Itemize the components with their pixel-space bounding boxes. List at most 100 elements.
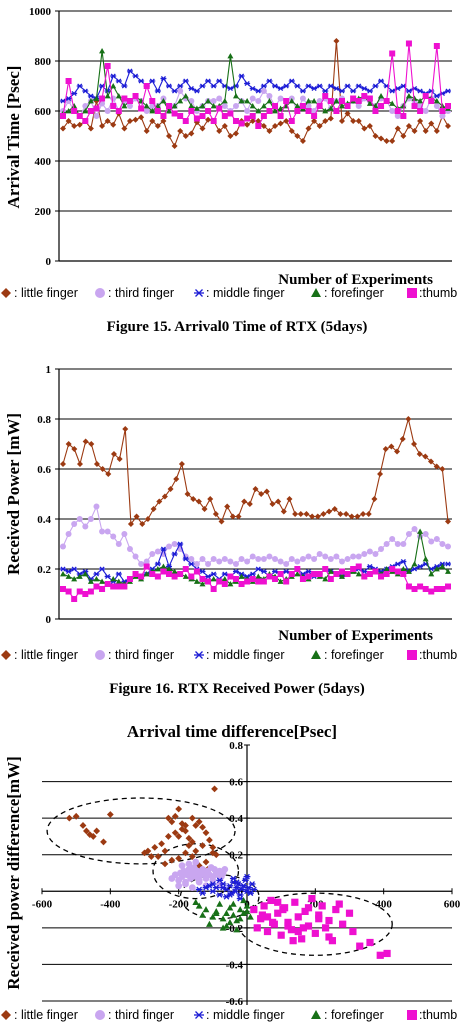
data-point (333, 553, 340, 560)
data-point (305, 568, 312, 575)
data-point (311, 929, 319, 937)
data-point (260, 123, 267, 129)
data-point (355, 553, 362, 560)
data-point (355, 118, 362, 124)
data-point (322, 88, 329, 94)
chart1-series (60, 38, 451, 149)
data-point (60, 113, 66, 119)
data-point (126, 98, 133, 104)
data-point (193, 88, 200, 94)
data-point (328, 937, 337, 945)
data-point (445, 518, 451, 525)
data-point (433, 103, 440, 109)
data-point (126, 118, 133, 124)
data-point (171, 551, 178, 557)
data-point (79, 822, 87, 829)
data-point (277, 105, 284, 111)
data-point (240, 882, 247, 889)
data-point (266, 553, 273, 560)
data-point (216, 877, 224, 884)
data-point (294, 83, 301, 89)
data-point (182, 573, 189, 579)
data-point (350, 553, 357, 560)
data-point (260, 83, 267, 89)
x-tick-label: -400 (100, 898, 121, 910)
data-point (428, 88, 435, 94)
data-point (166, 108, 173, 114)
data-point (71, 103, 78, 109)
data-point (71, 446, 78, 452)
data-point (411, 128, 418, 134)
data-point (288, 128, 295, 134)
data-point (361, 573, 368, 580)
data-point (394, 125, 401, 132)
data-point (394, 568, 401, 575)
data-point (383, 138, 390, 144)
y-tick-label: 0 (46, 256, 52, 268)
data-point (190, 496, 197, 502)
data-point (405, 583, 412, 590)
data-point (355, 83, 362, 89)
data-point (305, 103, 312, 109)
data-point (400, 113, 407, 119)
data-point (389, 100, 396, 106)
data-point (166, 103, 173, 109)
chart1-ylabel: Arrival Time [Psec] (4, 66, 23, 209)
legend-label-thumb: :thumb (419, 1008, 457, 1022)
data-point (221, 581, 228, 587)
data-point (267, 896, 275, 905)
data-point (327, 98, 334, 104)
data-point (210, 571, 217, 577)
legend-marker-middle (194, 1011, 204, 1019)
data-point (322, 553, 329, 560)
data-point (60, 461, 66, 467)
data-point (280, 508, 287, 515)
data-point (235, 513, 242, 520)
data-point (160, 75, 167, 82)
y-tick-label: 0.4 (229, 813, 243, 825)
data-point (65, 441, 72, 447)
series-little-finger (65, 785, 220, 873)
legend-marker-fore (311, 650, 321, 659)
data-point (221, 571, 228, 577)
data-point (160, 546, 167, 552)
data-point (411, 526, 418, 532)
data-point (151, 844, 159, 851)
data-point (178, 825, 186, 833)
data-point (394, 561, 401, 567)
data-point (311, 571, 318, 577)
data-point (288, 571, 295, 577)
data-point (315, 915, 323, 923)
data-point (286, 496, 293, 502)
data-point (121, 95, 128, 102)
data-point (188, 814, 196, 822)
data-point (99, 578, 106, 584)
legend-label-middle: : middle finger (206, 1008, 285, 1022)
data-point (260, 113, 267, 119)
data-point (277, 578, 284, 584)
data-point (232, 130, 239, 137)
data-point (243, 908, 251, 915)
data-point (99, 466, 106, 472)
data-point (182, 93, 189, 99)
data-point (232, 103, 239, 109)
data-point (236, 906, 244, 913)
data-point (304, 922, 313, 930)
data-point (366, 88, 373, 94)
data-point (110, 95, 117, 102)
data-point (93, 105, 100, 112)
data-point (371, 496, 378, 502)
data-point (372, 108, 379, 114)
data-point (238, 120, 245, 127)
data-point (104, 581, 111, 587)
legend-label-fore: : forefinger (324, 286, 384, 300)
data-point (216, 558, 223, 565)
data-point (405, 531, 412, 537)
data-point (378, 78, 385, 84)
data-point (255, 566, 262, 572)
data-point (223, 922, 230, 929)
data-point (193, 561, 200, 567)
data-point (83, 827, 90, 835)
data-point (252, 486, 259, 492)
data-point (149, 98, 156, 104)
